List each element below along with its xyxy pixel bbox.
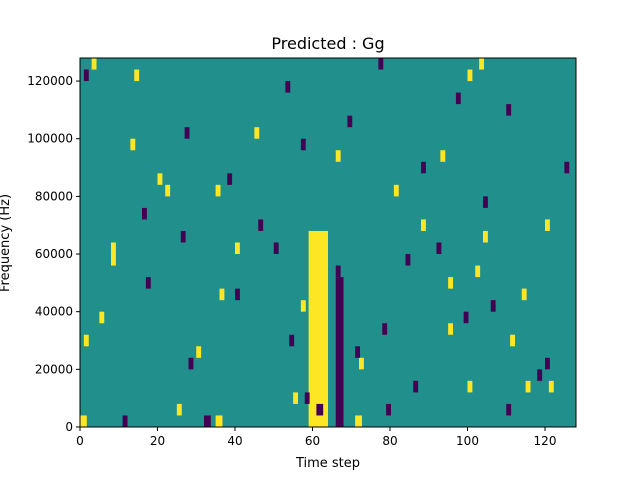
heatmap-cell-low: [506, 104, 512, 116]
heatmap-cell-high: [525, 380, 531, 393]
heatmap-cell-low: [483, 196, 488, 208]
heatmap-cell-high: [548, 380, 554, 393]
heatmap-cell-high: [91, 58, 97, 70]
x-tick-label: 20: [150, 434, 165, 448]
heatmap-low-band: [335, 277, 344, 427]
heatmap-cell-low: [316, 403, 324, 416]
heatmap-cell-high: [448, 277, 453, 289]
heatmap-cell-high: [80, 415, 87, 427]
heatmap-cell-low: [378, 58, 384, 70]
heatmap-cell-low: [258, 219, 264, 231]
heatmap-cell-high: [134, 69, 140, 82]
heatmap-cell-low: [564, 161, 570, 174]
heatmap-cell-high: [293, 392, 298, 404]
heatmap-cell-low: [83, 69, 89, 82]
heatmap-cell-high: [130, 138, 136, 151]
x-axis-ticks: 0 20 40 60 80 100 120: [76, 427, 556, 448]
y-tick-label: 40000: [35, 305, 73, 319]
heatmap-cell-high: [254, 127, 260, 139]
x-tick-label: 100: [456, 434, 479, 448]
heatmap-cell-low: [235, 288, 240, 301]
x-tick-label: 80: [382, 434, 397, 448]
heatmap-cell-high: [479, 58, 484, 70]
x-tick-label: 60: [305, 434, 320, 448]
y-tick-label: 60000: [35, 247, 73, 261]
y-tick-label: 20000: [35, 362, 73, 376]
heatmap-cell-low: [227, 173, 233, 185]
heatmap-cell-low: [436, 242, 442, 255]
heatmap-cell-high: [157, 173, 163, 185]
x-tick-label: 120: [534, 434, 557, 448]
heatmap-cell-low: [300, 138, 306, 151]
heatmap-cell-high: [510, 334, 515, 347]
heatmap-cell-high: [421, 219, 426, 231]
heatmap-cell-low: [184, 127, 190, 139]
heatmap-cell-low: [506, 403, 512, 416]
heatmap-cell-low: [347, 115, 353, 128]
heatmap-cell-high: [235, 242, 240, 255]
x-axis-label: Time step: [295, 456, 360, 471]
x-tick-label: 40: [227, 434, 242, 448]
heatmap-cell-high: [176, 403, 182, 416]
heatmap-cell-high: [483, 230, 488, 243]
heatmap-cell-low: [335, 265, 341, 278]
x-tick-label: 0: [76, 434, 84, 448]
heatmap-cell-low: [405, 254, 411, 266]
heatmap-cell-high: [219, 288, 225, 301]
heatmap-cell-high: [196, 346, 202, 358]
heatmap-cell-high: [335, 150, 341, 162]
heatmap-cell-high: [215, 415, 223, 427]
heatmap-cell-low: [455, 92, 461, 105]
heatmap-cell-low: [180, 230, 186, 243]
heatmap-cell-low: [273, 242, 279, 255]
heatmap-cell-high: [545, 219, 550, 231]
y-axis-ticks: 0 20000 40000 60000 80000 100000 120000: [27, 74, 80, 434]
y-tick-label: 80000: [35, 189, 73, 203]
heatmap-cell-high: [300, 300, 306, 312]
heatmap-cells: [80, 58, 576, 427]
heatmap-cell-high: [111, 254, 116, 266]
y-axis-label: Frequency (Hz): [0, 194, 13, 292]
heatmap-cell-low: [463, 311, 469, 324]
heatmap-cell-low: [304, 392, 310, 404]
heatmap-cell-low: [188, 357, 194, 370]
heatmap-cell-high: [83, 334, 89, 347]
y-tick-label: 100000: [27, 132, 73, 146]
chart-title: Predicted : Gg: [271, 34, 384, 53]
heatmap-cell-low: [142, 207, 147, 220]
heatmap-cell-low: [537, 369, 543, 381]
heatmap-cell-high: [475, 265, 481, 278]
heatmap-cell-low: [289, 334, 295, 347]
heatmap-cell-low: [122, 415, 128, 427]
heatmap-cell-high: [393, 184, 399, 197]
heatmap-cell-high: [467, 380, 473, 393]
heatmap-cell-high: [467, 69, 473, 82]
heatmap-cell-low: [355, 346, 360, 358]
heatmap-cell-low: [285, 81, 291, 93]
heatmap-cell-high: [165, 184, 171, 197]
heatmap-cell-low: [204, 415, 211, 427]
heatmap-cell-high: [99, 311, 105, 324]
heatmap-cell-high: [448, 323, 453, 335]
y-tick-label: 0: [65, 420, 73, 434]
heatmap-high-band: [308, 230, 328, 427]
y-tick-label: 120000: [27, 74, 73, 88]
heatmap-cell-high: [111, 242, 116, 255]
heatmap-cell-low: [545, 357, 550, 370]
heatmap-cell-low: [413, 380, 419, 393]
heatmap-cell-high: [359, 357, 364, 370]
heatmap-cell-low: [145, 277, 151, 289]
heatmap-cell-high: [312, 415, 318, 427]
axes-frame: [79, 57, 577, 428]
heatmap-cell-low: [490, 300, 496, 312]
heatmap-cell-low: [382, 323, 388, 335]
heatmap-cell-high: [440, 150, 446, 162]
heatmap-cell-low: [421, 161, 426, 174]
heatmap-cell-high: [521, 288, 527, 301]
heatmap-cell-high: [215, 184, 221, 197]
heatmap-cell-low: [386, 403, 391, 416]
heatmap-cell-high: [355, 415, 362, 427]
